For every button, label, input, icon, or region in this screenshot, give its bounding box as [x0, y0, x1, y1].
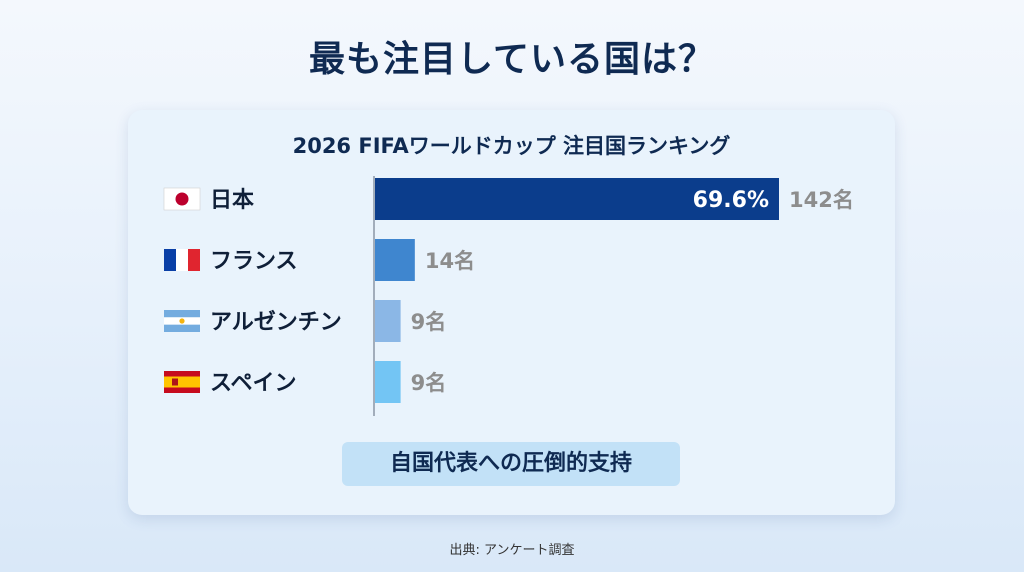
category-label: 日本	[210, 188, 254, 213]
chart-card: 2026 FIFAワールドカップ 注目国ランキング 自国代表への圧倒的支持	[128, 110, 895, 515]
category-label: スペイン	[210, 371, 296, 396]
france-flag	[164, 249, 200, 271]
flag-emblem	[172, 378, 178, 386]
bar-value-label: 9名	[411, 371, 447, 395]
flag-sun	[179, 318, 185, 324]
flag-stripe-bottom	[164, 324, 200, 332]
flag-stripe-top	[164, 371, 200, 377]
flag-stripe-red	[188, 249, 200, 271]
japan-flag	[163, 187, 201, 211]
category-label: フランス	[210, 249, 298, 274]
bar	[375, 300, 401, 342]
flag-stripe-middle	[164, 376, 200, 388]
flag-stripe-blue	[164, 249, 176, 271]
flag-stripe-bottom	[164, 387, 200, 393]
bar	[375, 178, 779, 220]
page-title: 最も注目している国は？	[309, 39, 715, 80]
bar-value-label: 142名	[789, 188, 854, 212]
tagline-badge: 自国代表への圧倒的支持	[342, 442, 680, 486]
bar-value-label: 9名	[411, 310, 447, 334]
spain-flag	[164, 371, 200, 393]
source-note: 出典: アンケート調査	[449, 543, 575, 558]
bar	[375, 361, 401, 403]
flag-stripe-white	[176, 249, 188, 271]
flag-stripe-top	[164, 310, 200, 318]
chart-title: 2026 FIFAワールドカップ 注目国ランキング	[292, 134, 731, 158]
bar-value-label: 14名	[425, 249, 475, 273]
category-label: アルゼンチン	[210, 310, 342, 335]
argentina-flag	[164, 310, 200, 332]
bar	[375, 239, 415, 281]
flag-disc	[175, 192, 189, 206]
bar-percent-label: 69.6%	[693, 188, 769, 213]
